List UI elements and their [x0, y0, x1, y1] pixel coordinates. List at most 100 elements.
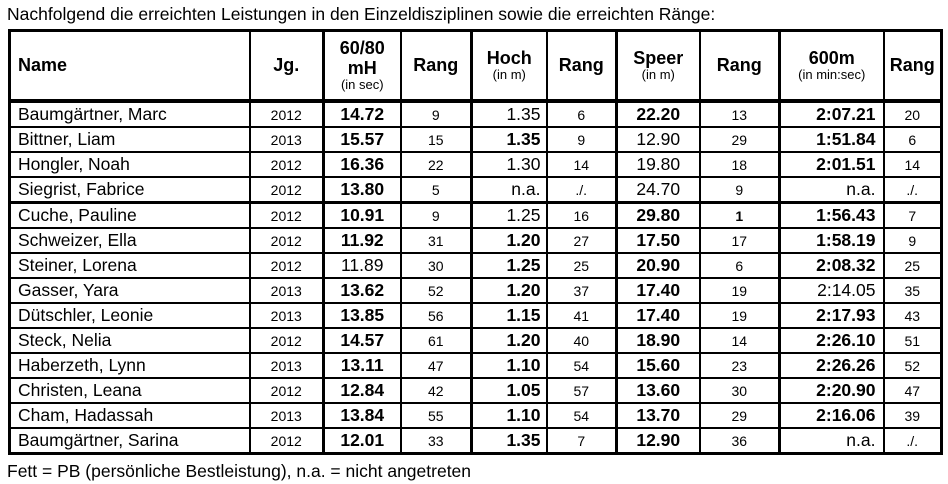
cell-name: Baumgärtner, Marc — [8, 100, 251, 128]
cell-rang4: 39 — [882, 402, 943, 429]
cell-jg: 2012 — [248, 427, 325, 455]
cell-m600: 2:01.51 — [778, 151, 885, 178]
cell-jg: 2012 — [248, 327, 325, 354]
cell-jg: 2012 — [248, 201, 325, 229]
cell-name: Bittner, Liam — [8, 126, 251, 153]
cell-jg: 2013 — [248, 126, 325, 153]
cell-jg: 2012 — [248, 176, 325, 204]
table-row: Gasser, Yara 2013 13.62 52 1.20 37 17.40 19 2:14… — [8, 277, 943, 304]
cell-name: Schweizer, Ella — [8, 227, 251, 254]
col-header-hurdles-line1: 60/80 — [339, 37, 385, 58]
col-header-speer: Speer (in m) — [615, 29, 701, 103]
legend-text: Fett = PB (persönliche Bestleistung), n.… — [7, 461, 472, 481]
cell-m600: 2:20.90 — [778, 377, 885, 404]
cell-name: Haberzeth, Lynn — [8, 352, 251, 379]
cell-speer: 13.60 — [615, 377, 701, 404]
cell-rang2: 7 — [545, 427, 618, 455]
col-header-rang-4: Rang — [882, 29, 943, 103]
col-header-rang-3: Rang — [698, 29, 781, 103]
col-header-jg-label: Jg. — [273, 55, 300, 76]
cell-jg: 2013 — [248, 352, 325, 379]
cell-rang4: 7 — [882, 201, 943, 229]
table-row: Hongler, Noah 2012 16.36 22 1.30 14 19.80 18 2:0… — [8, 151, 943, 178]
cell-speer: 24.70 — [615, 176, 701, 204]
cell-speer: 15.60 — [615, 352, 701, 379]
cell-speer: 18.90 — [615, 327, 701, 354]
cell-rang3: 17 — [698, 227, 781, 254]
cell-jg: 2013 — [248, 302, 325, 329]
cell-hoch: 1.15 — [470, 302, 548, 329]
cell-name: Hongler, Noah — [8, 151, 251, 178]
col-header-name: Name — [8, 29, 251, 103]
cell-rang2: ./. — [545, 176, 618, 204]
col-header-name-label: Name — [18, 55, 68, 76]
cell-rang4: 20 — [882, 100, 943, 128]
cell-m600: n.a. — [778, 176, 885, 204]
cell-rang3: 9 — [698, 176, 781, 204]
cell-rang4: 47 — [882, 377, 943, 404]
cell-rang2: 57 — [545, 377, 618, 404]
cell-rang3: 18 — [698, 151, 781, 178]
col-header-hoch-unit: (in m) — [492, 67, 526, 83]
cell-rang1: 55 — [399, 402, 473, 429]
cell-hurdles: 11.92 — [322, 227, 402, 254]
col-header-hurdles: 60/80 mH (in sec) — [322, 29, 402, 103]
cell-rang1: 47 — [399, 352, 473, 379]
table-row: Bittner, Liam 2013 15.57 15 1.35 9 12.90 29 1:51… — [8, 126, 943, 153]
cell-m600: 1:56.43 — [778, 201, 885, 229]
cell-hurdles: 13.80 — [322, 176, 402, 204]
cell-hurdles: 10.91 — [322, 201, 402, 229]
cell-hoch: 1.30 — [470, 151, 548, 178]
table-row: Steiner, Lorena 2012 11.89 30 1.25 25 20.90 6 2:… — [8, 252, 943, 279]
cell-hoch: 1.25 — [470, 201, 548, 229]
cell-name: Dütschler, Leonie — [8, 302, 251, 329]
col-header-600m-unit: (in min:sec) — [798, 67, 866, 83]
cell-name: Siegrist, Fabrice — [8, 176, 251, 204]
cell-jg: 2012 — [248, 227, 325, 254]
cell-m600: 2:14.05 — [778, 277, 885, 304]
cell-rang3: 30 — [698, 377, 781, 404]
cell-rang3: 36 — [698, 427, 781, 455]
cell-rang1: 52 — [399, 277, 473, 304]
cell-jg: 2013 — [248, 277, 325, 304]
table-row: Christen, Leana 2012 12.84 42 1.05 57 13.60 30 2… — [8, 377, 943, 404]
cell-rang4: 51 — [882, 327, 943, 354]
col-header-rang-4-label: Rang — [889, 55, 935, 76]
table-row: Baumgärtner, Marc 2012 14.72 9 1.35 6 22.20 13 2… — [8, 100, 943, 128]
cell-hoch: n.a. — [470, 176, 548, 204]
cell-speer: 12.90 — [615, 126, 701, 153]
cell-m600: 1:51.84 — [778, 126, 885, 153]
cell-rang1: 42 — [399, 377, 473, 404]
cell-hurdles: 14.72 — [322, 100, 402, 128]
cell-speer: 13.70 — [615, 402, 701, 429]
col-header-speer-label: Speer — [633, 47, 684, 68]
cell-rang3: 1 — [698, 201, 781, 229]
cell-hoch: 1.20 — [470, 227, 548, 254]
col-header-hurdles-line2: mH — [347, 58, 377, 79]
cell-name: Baumgärtner, Sarina — [8, 427, 251, 455]
cell-rang1: 30 — [399, 252, 473, 279]
cell-m600: 2:16.06 — [778, 402, 885, 429]
col-header-600m: 600m (in min:sec) — [778, 29, 885, 103]
cell-speer: 19.80 — [615, 151, 701, 178]
cell-hurdles: 12.01 — [322, 427, 402, 455]
cell-rang2: 41 — [545, 302, 618, 329]
cell-speer: 29.80 — [615, 201, 701, 229]
cell-rang3: 29 — [698, 402, 781, 429]
cell-rang2: 54 — [545, 402, 618, 429]
cell-rang2: 16 — [545, 201, 618, 229]
cell-name: Gasser, Yara — [8, 277, 251, 304]
cell-rang3: 14 — [698, 327, 781, 354]
col-header-rang-2-label: Rang — [558, 55, 604, 76]
col-header-hoch: Hoch (in m) — [470, 29, 548, 103]
col-header-rang-1: Rang — [399, 29, 473, 103]
cell-hurdles: 12.84 — [322, 377, 402, 404]
cell-rang2: 14 — [545, 151, 618, 178]
cell-rang1: 9 — [399, 201, 473, 229]
cell-rang2: 40 — [545, 327, 618, 354]
cell-name: Steiner, Lorena — [8, 252, 251, 279]
cell-jg: 2012 — [248, 252, 325, 279]
cell-rang1: 31 — [399, 227, 473, 254]
cell-m600: 2:07.21 — [778, 100, 885, 128]
header-row: Name Jg. 60/80 mH (in sec) Rang Hoch (in… — [8, 29, 943, 103]
